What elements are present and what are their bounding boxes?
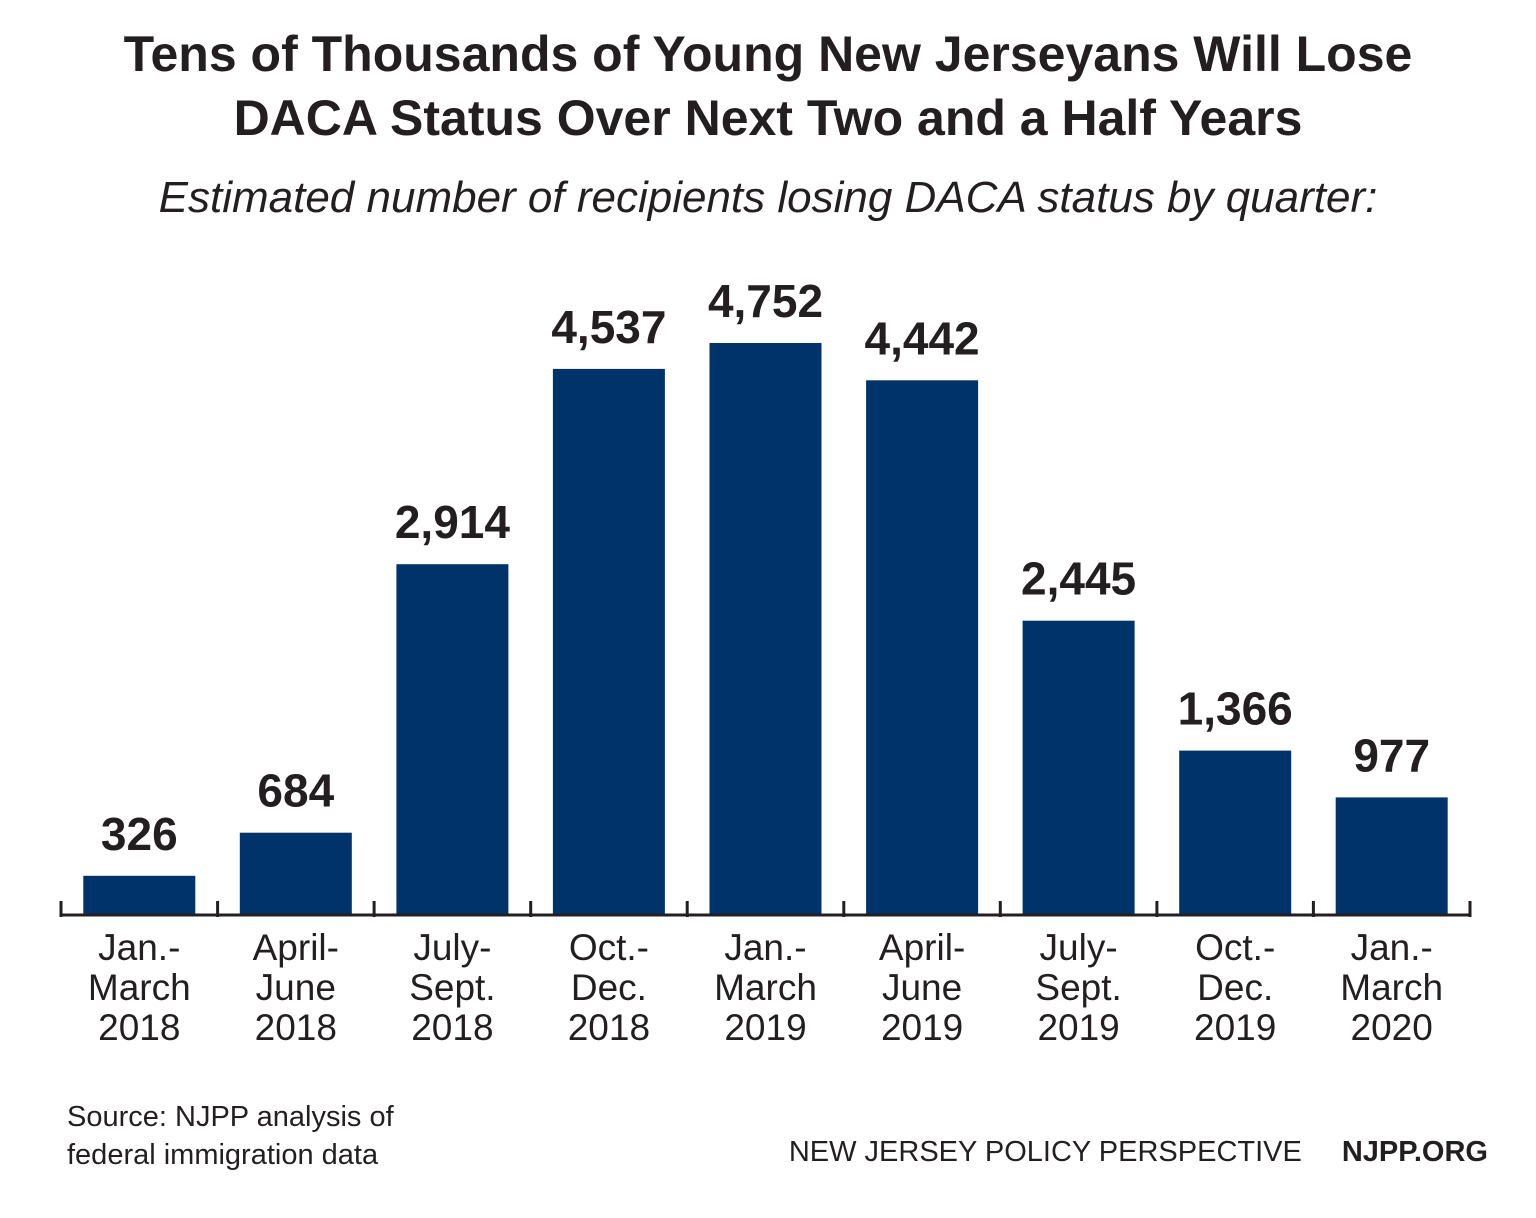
labels-layer: 326Jan.-March2018684April-June20182,914J… — [88, 275, 1443, 1048]
source-line-2: federal immigration data — [67, 1139, 379, 1171]
bar-5 — [709, 343, 822, 915]
bar-8 — [1179, 750, 1292, 915]
category-label-3-line-3: 2018 — [411, 1007, 493, 1048]
category-label-5-line-2: March — [714, 967, 817, 1008]
category-label-7-line-2: Sept. — [1035, 967, 1121, 1008]
bar-9 — [1335, 797, 1448, 915]
category-label-1-line-1: Jan.- — [98, 927, 180, 968]
category-label-5-line-1: Jan.- — [724, 927, 806, 968]
category-label-9-line-2: March — [1340, 967, 1443, 1008]
chart-subtitle: Estimated number of recipients losing DA… — [158, 173, 1378, 222]
category-label-3-line-1: July- — [413, 927, 491, 968]
bar-3 — [396, 564, 509, 915]
category-label-1-line-3: 2018 — [98, 1007, 180, 1048]
bar-value-label-8: 1,366 — [1178, 683, 1293, 735]
category-label-2-line-2: June — [256, 967, 336, 1008]
category-label-6-line-1: April- — [879, 927, 965, 968]
bar-value-label-6: 4,442 — [865, 312, 980, 364]
organization-url: NJPP.ORG — [1341, 1136, 1488, 1168]
category-label-3-line-2: Sept. — [409, 967, 495, 1008]
category-label-1-line-2: March — [88, 967, 191, 1008]
organization-credit: NEW JERSEY POLICY PERSPECTIVE NJPP.ORG — [789, 1133, 1488, 1171]
category-label-4-line-3: 2018 — [568, 1007, 650, 1048]
bar-2 — [239, 832, 352, 915]
x-axis — [59, 901, 1472, 917]
source-line-1: Source: NJPP analysis of — [67, 1101, 394, 1133]
bar-4 — [552, 368, 665, 915]
bars-layer — [83, 343, 1448, 915]
bar-value-label-3: 2,914 — [395, 496, 511, 548]
bar-value-label-2: 684 — [257, 765, 334, 817]
category-label-5-line-3: 2019 — [724, 1007, 806, 1048]
bar-value-label-5: 4,752 — [708, 275, 823, 327]
category-label-4-line-1: Oct.- — [569, 927, 649, 968]
category-label-8-line-2: Dec. — [1197, 967, 1273, 1008]
chart-title-line-2: DACA Status Over Next Two and a Half Yea… — [233, 90, 1303, 146]
category-label-2-line-3: 2018 — [255, 1007, 337, 1048]
bar-value-label-4: 4,537 — [551, 301, 666, 353]
chart-title-line-1: Tens of Thousands of Young New Jerseyans… — [123, 26, 1413, 82]
organization-name: NEW JERSEY POLICY PERSPECTIVE — [788, 1136, 1302, 1168]
category-label-8-line-1: Oct.- — [1195, 927, 1275, 968]
category-label-7-line-1: July- — [1040, 927, 1118, 968]
category-label-2-line-1: April- — [253, 927, 339, 968]
category-label-6-line-2: June — [882, 967, 962, 1008]
category-label-9-line-3: 2020 — [1351, 1007, 1433, 1048]
category-label-9-line-1: Jan.- — [1351, 927, 1433, 968]
bar-6 — [866, 380, 979, 915]
bar-7 — [1022, 620, 1135, 915]
bar-1 — [83, 875, 196, 915]
chart-title: Tens of Thousands of Young New Jerseyans… — [0, 22, 1536, 150]
bar-value-label-9: 977 — [1353, 729, 1430, 781]
source-note: Source: NJPP analysis of federal immigra… — [67, 1098, 487, 1174]
category-label-8-line-3: 2019 — [1194, 1007, 1276, 1048]
bar-value-label-1: 326 — [101, 808, 178, 860]
bar-value-label-7: 2,445 — [1021, 553, 1136, 605]
category-label-6-line-3: 2019 — [881, 1007, 963, 1048]
category-label-7-line-3: 2019 — [1037, 1007, 1119, 1048]
category-label-4-line-2: Dec. — [571, 967, 647, 1008]
